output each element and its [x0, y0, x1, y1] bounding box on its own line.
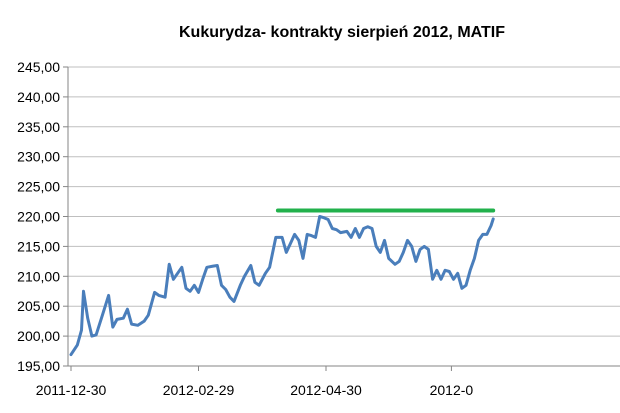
y-tick-label: 195,00	[17, 358, 60, 374]
x-tick-label: 2012-04-30	[290, 382, 362, 398]
gridlines	[63, 66, 620, 367]
price-line	[69, 215, 495, 357]
y-tick-label: 200,00	[17, 328, 60, 344]
y-tick-label: 205,00	[17, 298, 60, 314]
y-tick-label: 230,00	[17, 149, 60, 165]
y-tick-label: 235,00	[17, 119, 60, 135]
y-tick-label: 245,00	[17, 59, 60, 75]
x-tick-label: 2011-12-30	[36, 382, 107, 398]
axes	[67, 67, 620, 367]
y-tick-labels: 195,00 200,00 205,00 210,00 215,00 220,00 225,…	[17, 59, 60, 374]
x-tick-label: 2012-0	[430, 382, 474, 398]
y-tick-label: 240,00	[17, 89, 60, 105]
y-tick-label: 225,00	[17, 179, 60, 195]
y-tick-label: 210,00	[17, 268, 60, 284]
x-tick-label: 2012-02-29	[163, 382, 235, 398]
y-tick-label: 220,00	[17, 209, 60, 225]
y-tick-label: 215,00	[17, 238, 60, 254]
x-tick-labels: 2011-12-30 2012-02-29 2012-04-30 2012-0	[36, 366, 474, 398]
chart-title: Kukurydza- kontrakty sierpień 2012, MATI…	[179, 24, 505, 41]
series-group	[69, 208, 496, 357]
